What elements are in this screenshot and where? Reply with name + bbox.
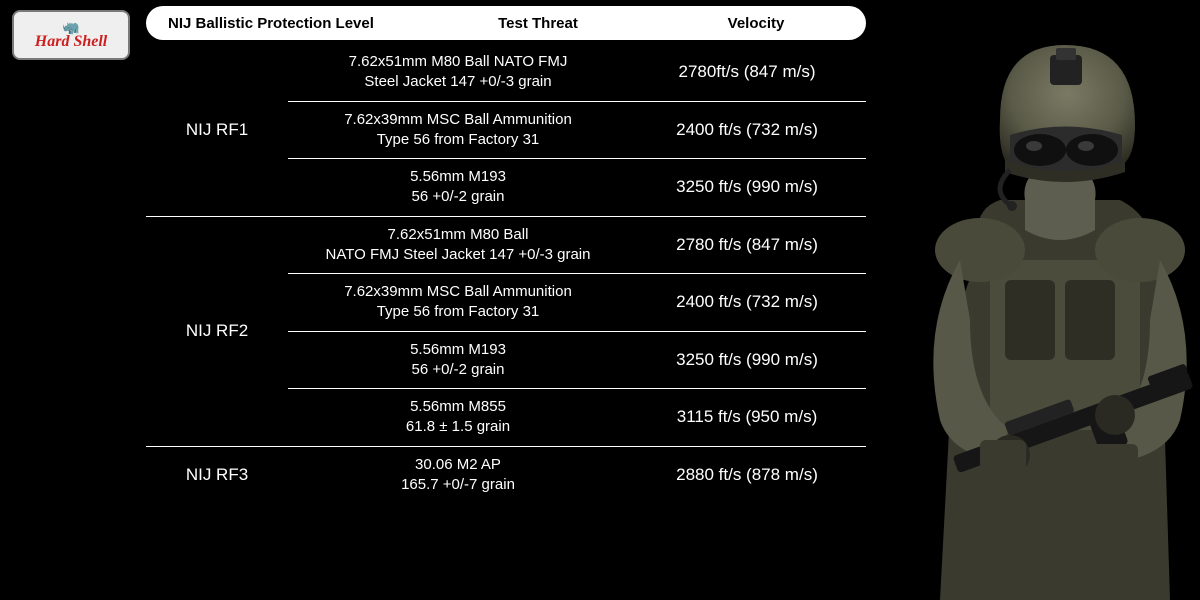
threat-line: 7.62x51mm M80 Ball NATO FMJ — [294, 52, 622, 72]
column-header-threat: Test Threat — [408, 15, 668, 32]
group-rf2: NIJ RF2 7.62x51mm M80 Ball NATO FMJ Stee… — [146, 217, 866, 447]
threat-line: 5.56mm M193 — [294, 167, 622, 187]
level-label: NIJ RF2 — [146, 217, 288, 446]
group-rows: 30.06 M2 AP 165.7 +0/-7 grain 2880 ft/s … — [288, 447, 866, 504]
threat-line: 165.7 +0/-7 grain — [294, 475, 622, 495]
threat-line: 7.62x39mm MSC Ball Ammunition — [294, 110, 622, 130]
threat-line: 30.06 M2 AP — [294, 455, 622, 475]
velocity-cell: 2880 ft/s (878 m/s) — [628, 465, 866, 485]
threat-line: Type 56 from Factory 31 — [294, 130, 622, 150]
threat-line: 7.62x51mm M80 Ball — [294, 225, 622, 245]
threat-cell: 7.62x39mm MSC Ball Ammunition Type 56 fr… — [288, 110, 628, 151]
column-header-velocity: Velocity — [668, 15, 844, 32]
column-header-level: NIJ Ballistic Protection Level — [168, 15, 408, 32]
table-row: 7.62x51mm M80 Ball NATO FMJ Steel Jacket… — [288, 217, 866, 275]
velocity-cell: 3250 ft/s (990 m/s) — [628, 177, 866, 197]
table-row: 5.56mm M855 61.8 ± 1.5 grain 3115 ft/s (… — [288, 389, 866, 446]
threat-cell: 5.56mm M193 56 +0/-2 grain — [288, 340, 628, 381]
threat-cell: 5.56mm M855 61.8 ± 1.5 grain — [288, 397, 628, 438]
threat-line: 56 +0/-2 grain — [294, 360, 622, 380]
threat-cell: 7.62x39mm MSC Ball Ammunition Type 56 fr… — [288, 282, 628, 323]
velocity-cell: 3115 ft/s (950 m/s) — [628, 407, 866, 427]
group-rf3: NIJ RF3 30.06 M2 AP 165.7 +0/-7 grain 28… — [146, 447, 866, 504]
threat-cell: 7.62x51mm M80 Ball NATO FMJ Steel Jacket… — [288, 225, 628, 266]
group-rows: 7.62x51mm M80 Ball NATO FMJ Steel Jacket… — [288, 44, 866, 216]
velocity-cell: 2400 ft/s (732 m/s) — [628, 292, 866, 312]
group-rows: 7.62x51mm M80 Ball NATO FMJ Steel Jacket… — [288, 217, 866, 446]
soldier-illustration — [860, 0, 1200, 600]
velocity-cell: 3250 ft/s (990 m/s) — [628, 350, 866, 370]
brand-text: Hard Shell — [35, 33, 107, 51]
table-row: 30.06 M2 AP 165.7 +0/-7 grain 2880 ft/s … — [288, 447, 866, 504]
level-label: NIJ RF3 — [146, 447, 288, 504]
group-rf1: NIJ RF1 7.62x51mm M80 Ball NATO FMJ Stee… — [146, 44, 866, 217]
threat-line: NATO FMJ Steel Jacket 147 +0/-3 grain — [294, 245, 622, 265]
brand-logo: 🦏 Hard Shell — [12, 10, 130, 60]
threat-line: 56 +0/-2 grain — [294, 187, 622, 207]
rhino-icon: 🦏 — [62, 20, 79, 34]
threat-line: Type 56 from Factory 31 — [294, 302, 622, 322]
table-header: NIJ Ballistic Protection Level Test Thre… — [146, 6, 866, 40]
table-row: 5.56mm M193 56 +0/-2 grain 3250 ft/s (99… — [288, 159, 866, 216]
velocity-cell: 2780ft/s (847 m/s) — [628, 62, 866, 82]
protection-levels-table: NIJ Ballistic Protection Level Test Thre… — [146, 0, 866, 503]
level-label: NIJ RF1 — [146, 44, 288, 216]
threat-cell: 30.06 M2 AP 165.7 +0/-7 grain — [288, 455, 628, 496]
threat-line: 61.8 ± 1.5 grain — [294, 417, 622, 437]
table-row: 5.56mm M193 56 +0/-2 grain 3250 ft/s (99… — [288, 332, 866, 390]
velocity-cell: 2780 ft/s (847 m/s) — [628, 235, 866, 255]
threat-line: 5.56mm M855 — [294, 397, 622, 417]
table-row: 7.62x51mm M80 Ball NATO FMJ Steel Jacket… — [288, 44, 866, 102]
threat-line: Steel Jacket 147 +0/-3 grain — [294, 72, 622, 92]
table-row: 7.62x39mm MSC Ball Ammunition Type 56 fr… — [288, 274, 866, 332]
velocity-cell: 2400 ft/s (732 m/s) — [628, 120, 866, 140]
threat-cell: 7.62x51mm M80 Ball NATO FMJ Steel Jacket… — [288, 52, 628, 93]
threat-line: 7.62x39mm MSC Ball Ammunition — [294, 282, 622, 302]
threat-cell: 5.56mm M193 56 +0/-2 grain — [288, 167, 628, 208]
table-row: 7.62x39mm MSC Ball Ammunition Type 56 fr… — [288, 102, 866, 160]
threat-line: 5.56mm M193 — [294, 340, 622, 360]
